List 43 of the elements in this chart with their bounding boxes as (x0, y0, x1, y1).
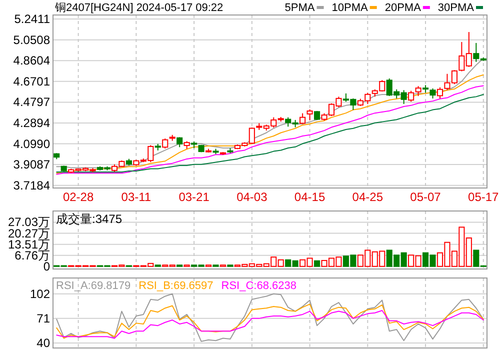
candlestick (408, 90, 414, 102)
candlestick (300, 112, 306, 124)
text: RSI_C:68.6238 (221, 280, 296, 292)
y-tick-label: 71 (36, 311, 50, 326)
line-series (56, 293, 484, 342)
line-series (56, 310, 484, 339)
x-tick-label: 05-17 (468, 190, 500, 204)
candlestick (430, 88, 436, 99)
y-tick-label: 3.7184 (13, 178, 50, 192)
y-tick-label: 5.2411 (14, 12, 50, 26)
line-series (56, 58, 484, 168)
x-tick-label: 04-03 (236, 190, 268, 204)
x-tick-label: 02-28 (62, 190, 94, 204)
series-label: RSI_A:69.8179 (56, 280, 131, 292)
x-tick-label: 03-11 (121, 190, 152, 204)
x-tick-label: 05-07 (410, 190, 442, 204)
legend-label: 10PMA (332, 2, 368, 14)
x-tick-label: 03-21 (178, 190, 210, 204)
candlestick (415, 86, 422, 97)
legend-label: 5PMA (284, 2, 316, 14)
candlestick (162, 138, 168, 149)
line-series (56, 304, 484, 339)
y-tick-label: 3.9087 (13, 158, 50, 172)
y-tick-label: 4.6701 (13, 74, 50, 88)
y-tick-label: 4.8604 (13, 54, 50, 68)
y-tick-label: 27.03万 (8, 215, 50, 230)
bar (314, 260, 320, 267)
chart-title: 成交量:3475 (56, 212, 122, 226)
y-tick-label: 5.0508 (13, 32, 50, 47)
x-tick-label: 04-25 (352, 190, 384, 204)
legend-label: 30PMA (438, 2, 475, 14)
candlestick (176, 136, 183, 148)
legend-label: 20PMA (384, 2, 422, 14)
x-tick-label: 04-15 (294, 190, 326, 204)
chart-title: 铜2407[HG24N] 2024-05-17 09:22 (54, 2, 224, 14)
series-label: RSI_B:69.6597 (138, 280, 214, 292)
y-tick-label: 4.0990 (13, 136, 50, 151)
y-tick-label: 40 (36, 336, 50, 350)
y-tick-label: 4.4797 (13, 95, 50, 110)
candlestick (306, 108, 313, 121)
candlestick (436, 86, 444, 99)
y-tick-label: 4.2894 (13, 116, 50, 130)
y-tick-label: 102 (30, 286, 50, 301)
